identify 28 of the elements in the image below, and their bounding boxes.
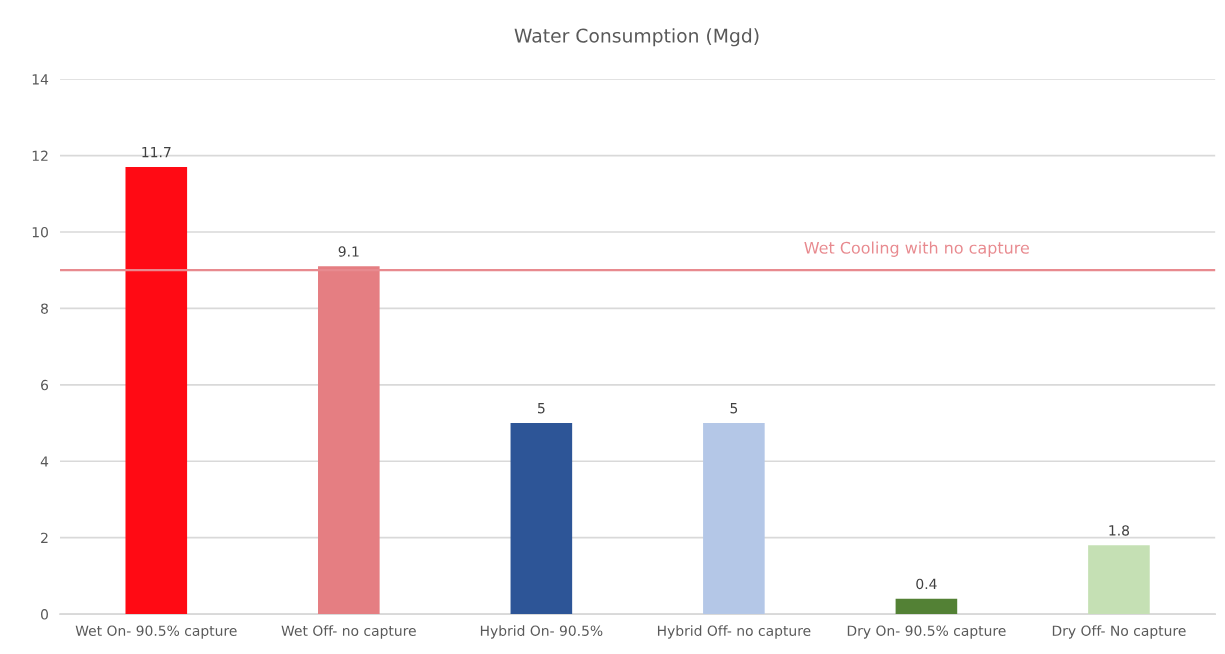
x-tick-label: Hybrid Off- no capture <box>657 625 811 639</box>
data-label: 11.7 <box>142 147 171 158</box>
y-tick-label: 4 <box>40 456 49 467</box>
bar <box>1088 545 1150 615</box>
y-tick-label: 12 <box>32 150 48 161</box>
bar <box>703 423 765 615</box>
x-tick-label: Wet Off- no capture <box>281 625 416 639</box>
data-label: 9.1 <box>338 246 359 257</box>
bar <box>318 266 380 615</box>
bar <box>895 598 958 615</box>
y-tick-label: 8 <box>41 303 48 314</box>
x-tick-label: Wet On- 90.5% capture <box>75 625 237 639</box>
data-label: 1.8 <box>1109 525 1130 536</box>
ref-line-label: Wet Cooling with no capture <box>804 241 1029 257</box>
chart-title: Water Consumption (Mgd) <box>514 28 759 47</box>
data-label: 5 <box>730 403 738 414</box>
x-tick-label: Dry On- 90.5% capture <box>847 625 1006 639</box>
y-tick-label: 0 <box>40 609 48 620</box>
data-label: 5 <box>538 403 545 414</box>
y-tick-label: 10 <box>32 226 48 238</box>
bar <box>125 167 188 615</box>
data-label: 0.4 <box>916 578 937 590</box>
y-tick-label: 14 <box>32 74 49 85</box>
x-tick-label: Dry Off- No capture <box>1052 625 1186 639</box>
y-tick-label: 2 <box>41 532 48 543</box>
bar <box>510 423 573 615</box>
y-tick-label: 6 <box>41 379 49 391</box>
x-tick-label: Hybrid On- 90.5% <box>480 625 603 639</box>
